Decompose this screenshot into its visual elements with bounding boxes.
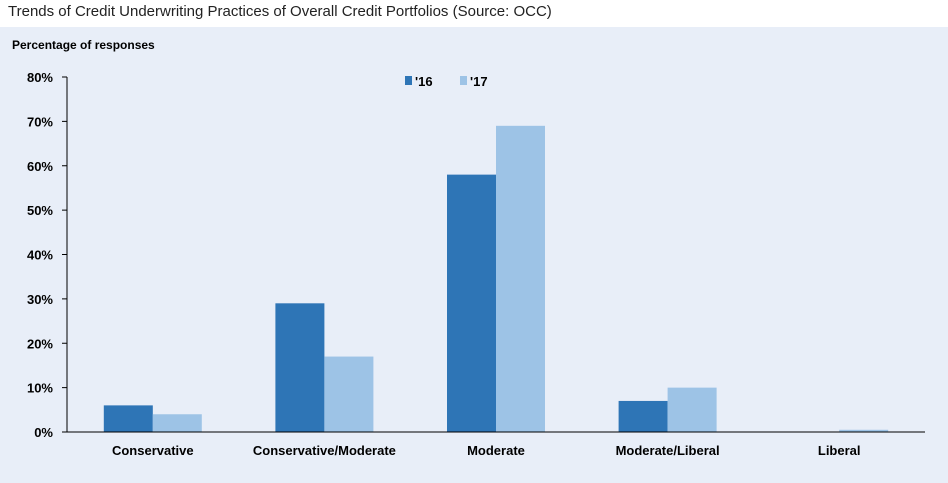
bar [496,125,545,432]
bars-group [103,125,889,432]
y-tick-label: 10% [27,381,53,396]
y-tick-label: 80% [27,70,53,85]
y-tick-label: 60% [27,159,53,174]
y-tick-label: 40% [27,248,53,263]
y-axis-title: Percentage of responses [12,38,155,52]
x-tick-label: Conservative/Moderate [253,443,396,458]
legend: '16 '17 [405,74,488,89]
x-tick-label: Conservative [112,443,194,458]
bar [324,356,374,432]
x-axis: Conservative Conservative/Moderate Moderat… [67,431,925,458]
bar [152,414,202,432]
y-tick-label: 0% [34,425,53,440]
y-axis: 0% 10% 20% 30% 40% 50% 60% 70% 80% [27,70,68,440]
y-tick-label: 50% [27,203,53,218]
legend-label: '17 [470,74,488,89]
y-tick-label: 30% [27,292,53,307]
bar [667,387,717,432]
x-tick-label: Liberal [818,443,861,458]
bar [275,303,325,432]
chart-caption: Trends of Credit Underwriting Practices … [8,3,552,20]
legend-swatch [405,76,412,85]
bar [447,174,496,432]
bar [618,400,668,432]
legend-label: '16 [415,74,433,89]
legend-swatch [460,76,467,85]
y-tick-label: 70% [27,114,53,129]
x-tick-label: Moderate [467,443,525,458]
bar [103,405,153,432]
bar [839,429,889,432]
x-tick-label: Moderate/Liberal [616,443,720,458]
y-tick-label: 20% [27,336,53,351]
